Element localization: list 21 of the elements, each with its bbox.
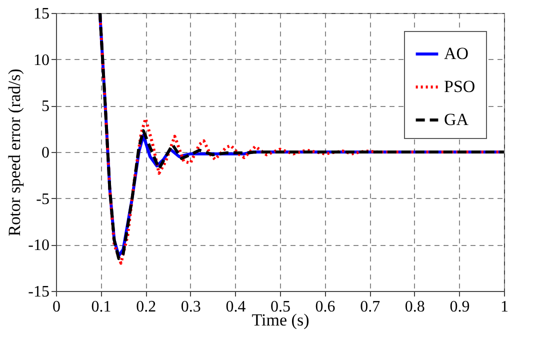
y-tick-label: 15 xyxy=(34,6,50,22)
x-tick-label: 0.2 xyxy=(136,298,156,316)
x-tick-label: 0.4 xyxy=(226,298,246,316)
x-tick-label: 1 xyxy=(500,298,508,316)
y-tick-label: 0 xyxy=(42,144,50,162)
y-axis-title: Rotor speed error (rad/s) xyxy=(5,68,24,236)
y-tick-label: -15 xyxy=(28,284,50,300)
x-tick-label: 0.3 xyxy=(180,298,201,316)
legend-label: AO xyxy=(444,44,469,63)
x-tick-label: 0.1 xyxy=(91,298,112,316)
x-tick-label: 0.7 xyxy=(360,298,380,316)
x-tick-label: 0.6 xyxy=(315,298,336,316)
legend-label: GA xyxy=(444,110,470,129)
x-tick-label: 0.9 xyxy=(450,298,470,316)
y-tick-label: -10 xyxy=(28,237,50,254)
y-tick-label: 10 xyxy=(34,52,50,69)
x-tick-label: 0.8 xyxy=(404,298,425,316)
y-tick-label: -5 xyxy=(36,190,50,208)
legend-label: PSO xyxy=(444,77,476,96)
x-tick-label: 0 xyxy=(52,298,60,316)
y-tick-label: 5 xyxy=(42,98,50,116)
